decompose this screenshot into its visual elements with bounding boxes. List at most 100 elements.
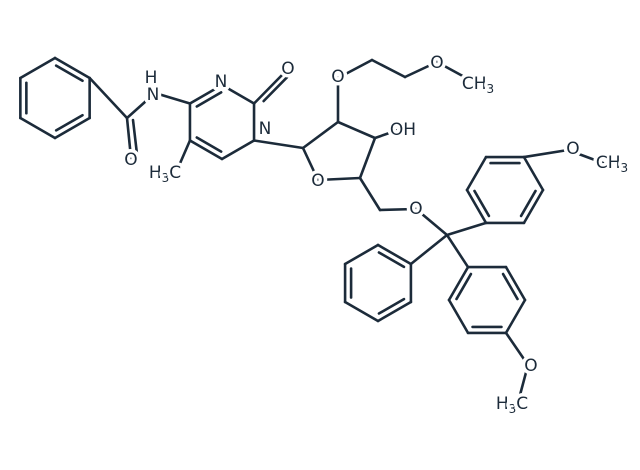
bond xyxy=(445,233,470,269)
bond xyxy=(522,155,545,192)
bond xyxy=(19,116,57,140)
double-bond xyxy=(54,64,84,83)
bond xyxy=(358,176,382,212)
atom-label: O xyxy=(331,67,344,87)
bond xyxy=(378,207,418,212)
atom-label: O xyxy=(566,139,579,159)
bond xyxy=(409,233,449,266)
bond xyxy=(252,139,305,150)
subscript: 3 xyxy=(162,171,170,185)
bond xyxy=(125,116,133,160)
bond xyxy=(53,116,91,140)
atom-label: N xyxy=(147,85,160,105)
double-bond xyxy=(131,118,139,156)
double-bond xyxy=(501,272,519,301)
atom-text: N xyxy=(147,85,160,105)
bond xyxy=(522,148,570,159)
atom-text: O xyxy=(281,59,294,79)
double-bond xyxy=(519,189,537,218)
double-bond xyxy=(455,272,473,301)
bond xyxy=(53,56,91,80)
atom-label: O xyxy=(430,53,443,73)
bond xyxy=(336,120,377,140)
atom-text: C xyxy=(516,394,528,414)
double-bond xyxy=(195,136,223,153)
bond xyxy=(566,148,605,165)
bond xyxy=(445,221,488,237)
atom-label: O xyxy=(524,356,537,376)
bond xyxy=(88,76,129,120)
atom-label: H3C xyxy=(496,394,528,416)
double-bond xyxy=(54,113,84,132)
bond xyxy=(153,91,192,105)
atom-text: O xyxy=(311,171,324,191)
bond xyxy=(343,243,380,266)
bond xyxy=(343,300,380,323)
bond xyxy=(301,146,320,182)
atom-text: CH xyxy=(596,153,621,173)
bond xyxy=(220,139,256,161)
bond xyxy=(414,207,449,237)
atom-label: O xyxy=(281,59,294,79)
bond xyxy=(220,83,256,105)
double-bond xyxy=(377,297,406,315)
bond xyxy=(465,155,488,192)
atom-text: O xyxy=(331,67,344,87)
bond xyxy=(301,120,340,150)
double-bond xyxy=(262,75,289,103)
atom-text: O xyxy=(124,150,137,170)
atom-text: H xyxy=(145,68,158,88)
bond xyxy=(176,139,192,170)
bond xyxy=(188,139,224,161)
bond xyxy=(504,331,530,367)
bond xyxy=(504,265,527,302)
atom-label: O xyxy=(124,150,137,170)
atom-label: O xyxy=(409,199,422,219)
bond xyxy=(518,363,530,397)
atom-label: N xyxy=(215,72,228,92)
subscript: 3 xyxy=(621,161,629,175)
bond xyxy=(125,91,157,120)
atom-label: OH xyxy=(390,120,416,140)
atom-label: CH3 xyxy=(462,74,494,96)
bond xyxy=(373,128,400,140)
atom-text: O xyxy=(430,53,443,73)
subscript: 3 xyxy=(509,402,517,416)
atom-text: H xyxy=(496,394,509,414)
bond xyxy=(504,298,527,335)
atom-text: H xyxy=(149,163,162,183)
bond xyxy=(522,188,545,225)
bond xyxy=(376,243,413,266)
atom-text: N xyxy=(215,72,228,92)
atom-text: O xyxy=(566,139,579,159)
double-bond xyxy=(473,189,491,218)
bond xyxy=(403,60,439,79)
bond xyxy=(376,300,413,323)
bond xyxy=(447,265,470,302)
atom-text: O xyxy=(524,356,537,376)
bond xyxy=(370,58,407,79)
bond xyxy=(336,58,374,80)
atom-text: OH xyxy=(390,120,416,140)
atom-label: N xyxy=(259,119,272,139)
atom-label: H xyxy=(145,68,158,88)
bond xyxy=(252,70,287,105)
atom-text: O xyxy=(409,199,422,219)
bond xyxy=(358,136,377,180)
atom-label: O xyxy=(311,171,324,191)
subscript: 3 xyxy=(487,82,495,96)
atom-label: CH3 xyxy=(596,153,628,175)
bonds xyxy=(19,56,605,397)
bond xyxy=(316,176,362,182)
bond xyxy=(435,60,472,82)
bond xyxy=(447,298,470,335)
atom-text: C xyxy=(169,163,181,183)
bond xyxy=(19,56,57,80)
atom-label: H3C xyxy=(149,163,181,185)
bond xyxy=(188,83,224,105)
bond xyxy=(465,188,488,225)
double-bond xyxy=(377,251,406,269)
double-bond xyxy=(195,91,223,108)
atom-text: N xyxy=(259,119,272,139)
